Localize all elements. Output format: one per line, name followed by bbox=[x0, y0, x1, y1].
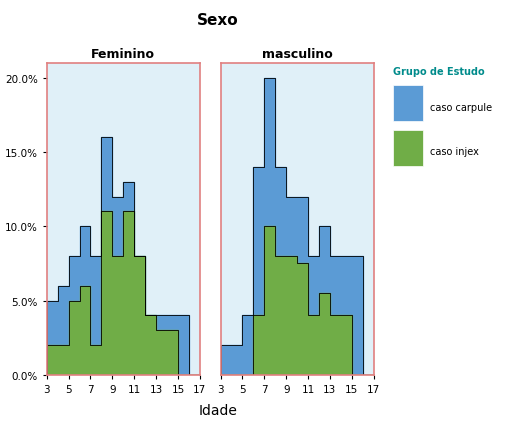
Polygon shape bbox=[47, 212, 200, 375]
Text: Grupo de Estudo: Grupo de Estudo bbox=[393, 66, 485, 76]
Title: masculino: masculino bbox=[262, 49, 333, 61]
Text: Idade: Idade bbox=[199, 403, 237, 417]
Text: caso carpule: caso carpule bbox=[430, 102, 492, 112]
Text: caso injex: caso injex bbox=[430, 147, 479, 157]
Polygon shape bbox=[221, 227, 374, 375]
Title: Feminino: Feminino bbox=[91, 49, 155, 61]
Bar bbox=[393, 130, 423, 166]
Bar bbox=[393, 86, 423, 121]
Text: Sexo: Sexo bbox=[197, 13, 239, 28]
Polygon shape bbox=[47, 138, 200, 375]
Polygon shape bbox=[221, 79, 374, 375]
